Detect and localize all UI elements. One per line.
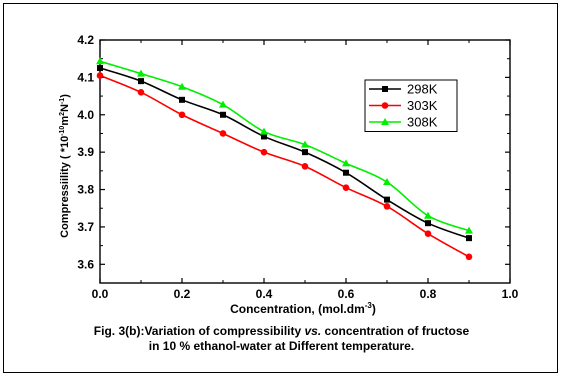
figure-frame xyxy=(3,3,558,373)
data-point-298K xyxy=(138,78,144,85)
data-point-303K xyxy=(301,163,309,170)
data-point-298K xyxy=(97,65,103,72)
data-point-308K xyxy=(219,100,227,108)
figure-caption-line1: Fig. 3(b):Variation of compressibility v… xyxy=(93,324,470,338)
data-point-308K xyxy=(178,82,186,90)
x-axis-label: Concentration, (mol.dm-3) xyxy=(230,301,376,316)
data-point-303K xyxy=(383,203,391,210)
data-point-303K xyxy=(96,72,104,79)
x-tick-label: 0.2 xyxy=(174,287,191,301)
x-tick-label: 1.0 xyxy=(502,287,519,301)
x-tick-label: 0.0 xyxy=(92,287,109,301)
data-point-303K xyxy=(219,130,227,137)
x-tick-label: 0.8 xyxy=(420,287,437,301)
data-point-308K xyxy=(301,140,309,148)
data-point-308K xyxy=(96,57,104,65)
y-tick-label: 4.1 xyxy=(77,70,94,84)
series-line-308K xyxy=(99,60,470,232)
data-point-303K xyxy=(424,230,432,237)
data-point-308K xyxy=(342,159,350,167)
data-point-298K xyxy=(384,196,390,203)
x-tick-label: 0.6 xyxy=(338,287,355,301)
y-tick-label: 3.6 xyxy=(77,257,94,271)
series-298K xyxy=(97,65,472,242)
y-tick-label: 4.2 xyxy=(77,33,94,47)
data-point-303K xyxy=(260,148,268,156)
data-point-298K xyxy=(343,169,349,176)
data-point-298K xyxy=(220,111,226,118)
data-point-298K xyxy=(425,220,431,227)
plot-border xyxy=(99,39,511,284)
series-line-298K xyxy=(99,67,470,239)
data-point-308K xyxy=(465,226,473,234)
series-line-303K xyxy=(99,74,470,258)
y-tick-label: 4.0 xyxy=(77,108,94,122)
data-point-298K xyxy=(179,96,185,103)
data-point-308K xyxy=(137,69,145,77)
data-point-308K xyxy=(260,127,268,135)
series-layer xyxy=(96,57,473,261)
data-point-298K xyxy=(466,235,472,242)
data-point-303K xyxy=(465,253,473,261)
y-tick-label: 3.7 xyxy=(77,220,94,234)
data-point-308K xyxy=(424,211,432,219)
figure-caption-line2: in 10 % ethanol-water at Different tempe… xyxy=(148,339,415,353)
x-tick-label: 0.4 xyxy=(256,287,273,301)
data-point-303K xyxy=(137,89,145,96)
data-point-298K xyxy=(261,133,267,140)
axes-layer: 0.0 0.2 0.4 0.6 0.8 1.0 3.6 3.7 3.8 3.9 4.0 4.1 4.2 xyxy=(77,33,518,301)
legend-marker-303K xyxy=(381,102,389,109)
series-308K xyxy=(96,57,473,234)
x-axis-label-exponent: -3 xyxy=(365,301,373,310)
data-point-308K xyxy=(383,178,391,186)
data-point-303K xyxy=(342,184,350,191)
legend-label-308K: 308K xyxy=(407,115,438,130)
legend-marker-298K xyxy=(382,86,388,92)
legend-label-298K: 298K xyxy=(407,82,438,97)
y-tick-label: 3.9 xyxy=(77,145,94,159)
data-point-298K xyxy=(302,149,308,156)
y-tick-label: 3.8 xyxy=(77,183,94,197)
data-point-303K xyxy=(178,111,186,119)
y-axis-label: Compressiility ( *10-10m2N-1) xyxy=(59,94,71,238)
series-303K xyxy=(96,72,473,261)
legend-label-303K: 303K xyxy=(407,98,438,113)
legend-marker-308K xyxy=(381,118,389,125)
